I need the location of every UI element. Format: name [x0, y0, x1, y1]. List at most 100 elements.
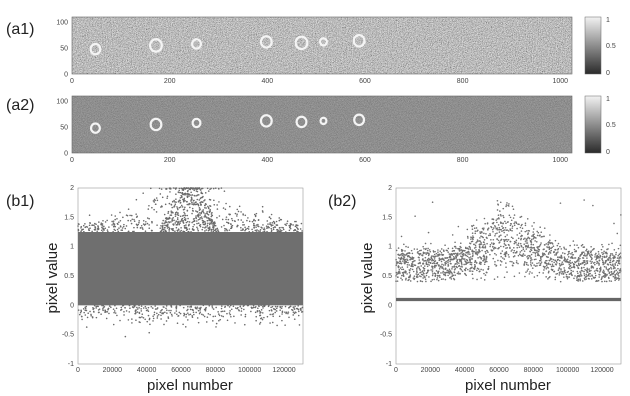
scatter-b2-point-1522	[610, 258, 612, 260]
scatter-b1-point-1077	[170, 221, 172, 223]
scatter-b1-point-1247	[188, 228, 191, 230]
scatter-b1-point-939	[176, 223, 179, 226]
scatter-b1-point-1043	[188, 223, 190, 226]
scatter-b2-point-1731	[484, 274, 487, 276]
scatter-b2-point-1304	[482, 236, 484, 239]
scatter-b1-point-116	[227, 304, 229, 307]
scatter-b1-point-375	[271, 224, 274, 227]
scatter-b1-point-1256	[201, 201, 204, 203]
scatter-b1-point-597	[135, 319, 137, 322]
scatter-b2-point-1777	[422, 252, 425, 255]
scatter-b1-point-1284	[164, 230, 167, 233]
scatter-b2-point-873	[615, 261, 618, 264]
heatmap-a2-ring-1	[149, 117, 163, 132]
scatter-b2-point-1095	[468, 245, 471, 248]
scatter-b1-point-442	[121, 229, 124, 232]
scatter-b1-point-673	[252, 306, 254, 309]
scatter-b1-point-424	[229, 310, 231, 312]
scatter-b1-point-309	[254, 214, 257, 217]
scatter-b2-point-1045	[470, 270, 472, 272]
scatter-b2-point-911	[502, 229, 505, 232]
scatter-b2-point-1589	[424, 259, 427, 262]
scatter-b1-point-886	[257, 219, 260, 222]
scatter-b1-point-159	[124, 227, 127, 230]
scatter-b2-point-1695	[537, 254, 540, 257]
scatter-b1-point-376	[149, 187, 152, 190]
scatter-b1-point-1177	[176, 230, 179, 232]
scatter-b2-point-117	[495, 219, 498, 221]
panel-label-a1: (a1)	[6, 21, 34, 38]
scatter-b2-point-517	[465, 274, 467, 277]
scatter-b1-point-669	[212, 320, 214, 322]
scatter-b2-point-283	[554, 276, 557, 279]
scatter-b1-point-1160	[190, 197, 193, 199]
scatter-b1-point-981	[200, 216, 203, 218]
scatter-b1-point-453	[130, 222, 133, 225]
scatter-b1-point-1	[230, 315, 232, 318]
scatter-b2-point-1501	[532, 228, 535, 230]
scatter-b2-point-1331	[538, 262, 540, 264]
scatter-b2-point-1410	[500, 222, 503, 224]
scatter-b2-point-384	[618, 258, 620, 260]
scatter-b2-point-1659	[618, 271, 621, 274]
scatter-b1-point-364	[140, 224, 143, 227]
scatter-b2-point-792	[438, 265, 440, 267]
scatter-b2-point-650	[485, 255, 488, 258]
scatter-b2-point-870	[568, 250, 570, 253]
scatter-b2-point-936	[567, 256, 570, 258]
scatter-b2-point-1600	[419, 252, 421, 255]
scatter-b2-point-693	[509, 247, 511, 250]
scatter-b1-point-593	[262, 231, 264, 233]
scatter-b2-point-689	[519, 242, 522, 245]
scatter-b1-point-250	[254, 229, 257, 232]
scatter-b2-point-871	[533, 246, 536, 249]
scatter-b1-point-1308	[180, 195, 183, 198]
scatter-b1-point-1190	[211, 221, 213, 224]
scatter-b2-point-1246	[545, 268, 548, 270]
scatter-b2-point-594	[434, 250, 436, 253]
scatter-b1-point-153	[279, 309, 281, 311]
heatmap-a1-xtick-1: 200	[164, 78, 176, 85]
scatter-b1-point-568	[229, 304, 232, 307]
scatter-b1-point-25	[205, 321, 208, 323]
scatter-b2-point-1213	[530, 240, 533, 242]
scatter-b1-point-211	[128, 304, 131, 307]
scatter-b2-point-289	[453, 271, 455, 273]
scatter-b1-point-439	[79, 311, 82, 314]
scatter-b2-point-1114	[569, 272, 572, 275]
scatter-b2-point-523	[602, 263, 605, 266]
scatter-b2-point-1226	[513, 249, 516, 252]
scatter-b1-point-747	[268, 304, 270, 307]
scatter-b2-point-1704	[480, 277, 482, 279]
heatmap-a1-xtick-2: 400	[261, 78, 273, 85]
scatter-b2-point-67	[483, 279, 486, 281]
scatter-b2-point-1823	[616, 232, 619, 235]
scatter-b2-point-1802	[577, 246, 580, 249]
scatter-b2-point-983	[490, 225, 492, 228]
heatmap-a2-ytick-1: 50	[60, 125, 68, 132]
scatter-b1-point-614	[166, 309, 168, 311]
scatter-b2-point-1265	[510, 219, 513, 222]
scatter-b1-point-168	[225, 216, 228, 218]
scatter-b1-point-756	[220, 187, 223, 189]
scatter-b2-point-673	[409, 280, 412, 282]
scatter-b1-point-547	[123, 314, 125, 316]
scatter-b1-point-698	[80, 230, 82, 233]
scatter-b2-point-1398	[437, 275, 439, 277]
scatter-b2-point-573	[583, 264, 586, 266]
scatter-b1-point-418	[263, 304, 266, 307]
heatmap-a1-xtick-4: 800	[457, 78, 469, 85]
scatter-b2-point-695	[618, 275, 620, 277]
scatter-b2-point-1817	[476, 230, 478, 232]
scatter-b1-point-15	[133, 220, 136, 223]
scatter-b2-point-598	[436, 262, 438, 265]
scatter-b1-point-1302	[204, 204, 206, 207]
scatter-b2-point-260	[542, 272, 544, 274]
scatter-b2-point-174	[558, 274, 561, 276]
scatter-b1-point-460	[272, 228, 275, 231]
scatter-b1-point-667	[101, 308, 104, 310]
scatter-b2-point-1663	[569, 261, 571, 264]
scatter-b2-point-321	[584, 278, 586, 281]
scatter-b2-point-1764	[541, 235, 543, 238]
